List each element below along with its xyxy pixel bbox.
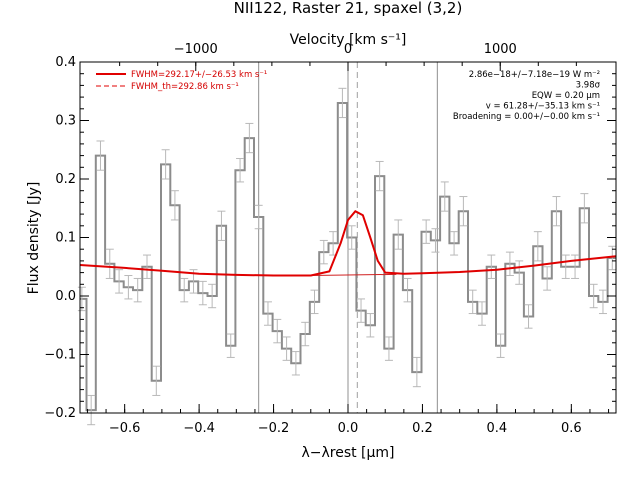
top-tick-label: 0 [344, 42, 352, 57]
x-axis-title: λ−λrest [μm] [301, 445, 394, 461]
gaussian-fit-line [79, 210, 617, 277]
top-axis-title: Velocity [km s⁻¹] [290, 32, 407, 48]
continuum-baseline [310, 273, 397, 277]
y-tick-label: 0.4 [55, 55, 76, 70]
x-tick-label: −0.4 [183, 421, 215, 436]
fit-annotation-3: v = 61.28+/−35.13 km s⁻¹ [486, 102, 600, 112]
x-tick-label: 0.0 [338, 421, 359, 436]
fit-annotation-0: 2.86e−18+/−7.18e−19 W m⁻² [469, 70, 600, 80]
legend-label-0: FWHM=292.17+/−26.53 km s⁻¹ [131, 70, 267, 80]
fit-annotation-2: EQW = 0.20 μm [532, 91, 600, 101]
x-tick-label: 0.6 [561, 421, 582, 436]
x-tick-label: 0.4 [487, 421, 508, 436]
top-tick-label: 1000 [484, 42, 517, 57]
y-tick-label: 0.0 [55, 289, 76, 304]
y-tick-label: 0.3 [55, 114, 76, 129]
y-tick-label: −0.2 [44, 406, 76, 421]
y-axis-title: Flux density [Jy] [26, 182, 42, 295]
labels: −0.6 −0.4 −0.2 0.0 0.2 0.4 0.6 −0.2 −0.1 0.0 0.1 0.… [26, 0, 601, 461]
legend: FWHM=292.17+/−26.53 km s⁻¹ FWHM_th=292.86… [96, 70, 267, 92]
error-bars [77, 87, 617, 426]
x-tick-label: −0.2 [258, 421, 290, 436]
x-tick-label: 0.2 [412, 421, 433, 436]
legend-label-1: FWHM_th=292.86 km s⁻¹ [131, 82, 239, 92]
chart-title: NII122, Raster 21, spaxel (3,2) [234, 0, 463, 17]
fit-annotation-1: 3.98σ [576, 81, 601, 91]
top-tick-label: −1000 [174, 42, 218, 57]
axes [79, 61, 617, 414]
y-tick-label: 0.1 [55, 231, 76, 246]
flux-step-line [80, 102, 616, 412]
x-tick-label: −0.6 [109, 421, 141, 436]
data-layer [77, 87, 617, 426]
fit-annotation-4: Broadening = 0.00+/−0.00 km s⁻¹ [453, 112, 600, 122]
y-tick-label: 0.2 [55, 172, 76, 187]
y-tick-label: −0.1 [44, 348, 76, 363]
